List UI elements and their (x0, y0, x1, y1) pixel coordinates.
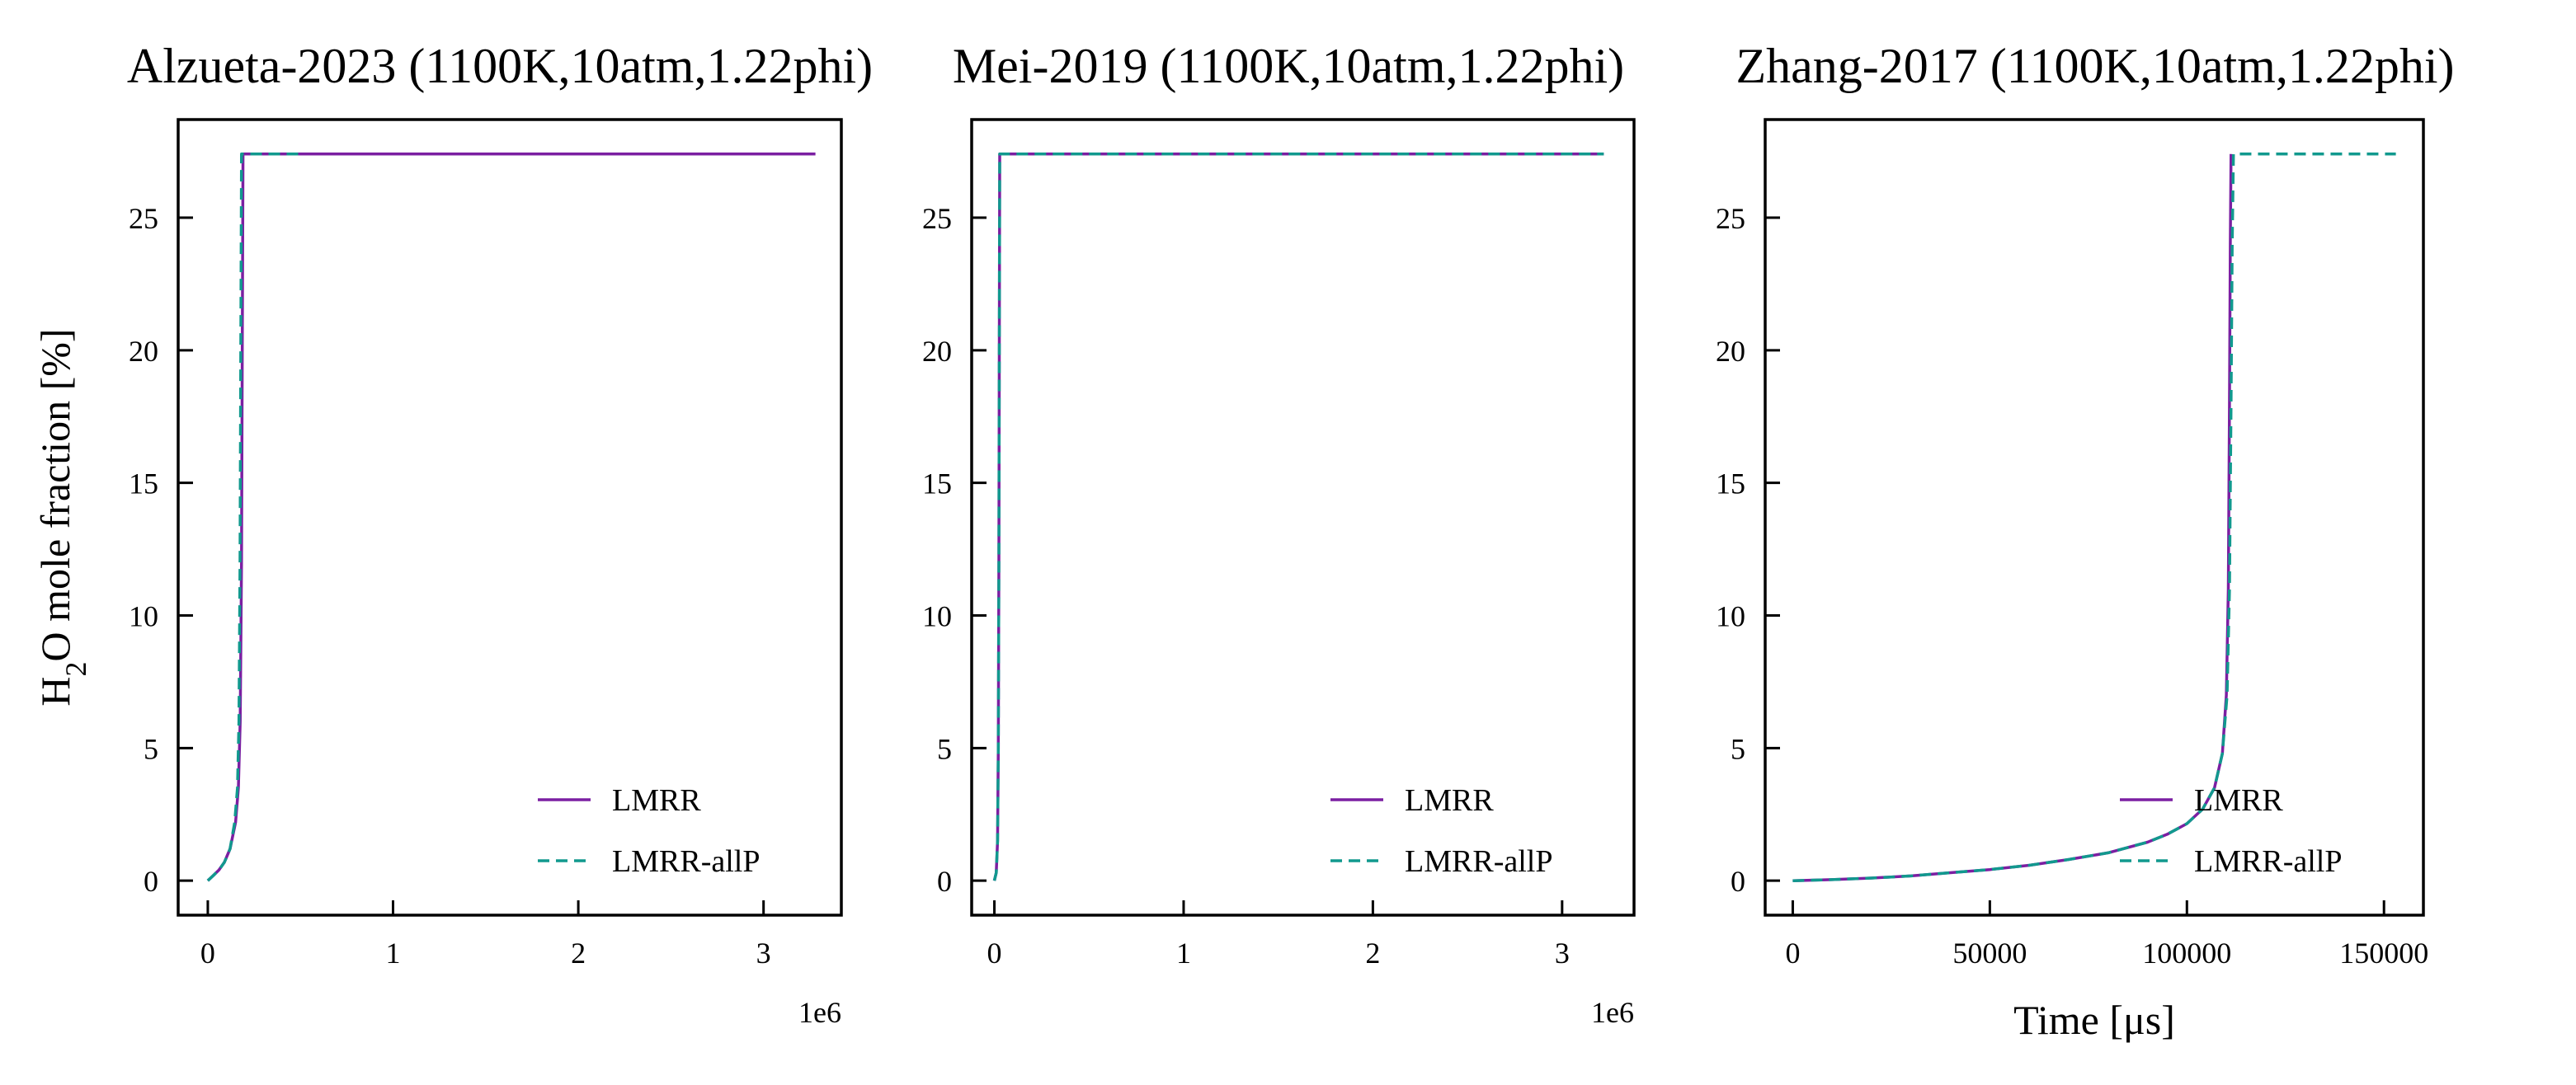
y-tick-label: 20 (1716, 335, 1745, 368)
x-offset-label: 1e6 (1591, 996, 1634, 1029)
x-tick-label: 100000 (2142, 937, 2231, 970)
x-tick-label: 150000 (2339, 937, 2428, 970)
x-tick-label: 3 (1555, 937, 1570, 970)
x-offset-label: 1e6 (798, 996, 841, 1029)
series-line-lmrr (1792, 153, 2233, 882)
y-tick-label: 0 (1731, 865, 1745, 898)
legend-label: LMRR (2194, 783, 2283, 818)
legend-label: LMRR (1405, 783, 1494, 818)
axes-frame (177, 118, 843, 917)
y-tick-label: 0 (937, 865, 952, 898)
chart-panel-1: 0 1 2 3 0 5 10 15 20 25 Alzueta-2023 (1100K,10atm,… (32, 39, 873, 1029)
x-tick-label: 1 (386, 937, 401, 970)
x-tick-label: 1 (1176, 937, 1191, 970)
y-tick-label: 5 (937, 732, 952, 765)
y-tick-label: 15 (922, 467, 952, 500)
series-line-lmrr-allp (992, 153, 1604, 881)
legend: LMRR LMRR-allP (2120, 783, 2342, 879)
y-tick-label: 5 (144, 732, 158, 765)
x-tick-label: 50000 (1952, 937, 2027, 970)
chart-title: Zhang-2017 (1100K,10atm,1.22phi) (1736, 39, 2455, 93)
x-tick-label: 0 (987, 937, 1002, 970)
legend-label: LMRR-allP (612, 844, 760, 879)
series-line-lmrr-allp (1792, 153, 2396, 882)
x-tick-label: 3 (756, 937, 771, 970)
chart-title: Alzueta-2023 (1100K,10atm,1.22phi) (127, 39, 873, 93)
axes-frame (1764, 118, 2425, 917)
legend-label: LMRR-allP (2194, 844, 2342, 879)
series-line-lmrr (992, 153, 1604, 881)
y-tick-label: 15 (1716, 467, 1745, 500)
legend-label: LMRR-allP (1405, 844, 1552, 879)
x-tick-label: 0 (200, 937, 215, 970)
y-tick-label: 10 (922, 600, 952, 633)
y-tick-label: 20 (922, 335, 952, 368)
x-tick-label: 0 (1785, 937, 1800, 970)
y-tick-label: 10 (129, 600, 158, 633)
y-tick-label: 25 (922, 202, 952, 235)
y-axis-label: H2O mole fraction [%] (32, 328, 92, 706)
y-tick-label: 10 (1716, 600, 1745, 633)
x-axis-label: Time [μs] (2013, 997, 2175, 1043)
series-line-lmrr (206, 153, 816, 882)
y-tick-label: 20 (129, 335, 158, 368)
y-tick-label: 5 (1731, 732, 1745, 765)
x-tick-label: 2 (571, 937, 586, 970)
legend: LMRR LMRR-allP (538, 783, 760, 879)
chart-panel-2: 0 1 2 3 0 5 10 15 20 25 Mei-2019 (1100K,10atm,1.22… (922, 39, 1636, 1029)
legend: LMRR LMRR-allP (1330, 783, 1552, 879)
x-tick-label: 2 (1365, 937, 1380, 970)
y-tick-label: 25 (1716, 202, 1745, 235)
y-tick-label: 25 (129, 202, 158, 235)
series-line-lmrr-allp (206, 153, 301, 882)
y-tick-label: 15 (129, 467, 158, 500)
legend-label: LMRR (612, 783, 701, 818)
axes-frame (970, 118, 1636, 917)
chart-title: Mei-2019 (1100K,10atm,1.22phi) (953, 39, 1624, 93)
y-tick-label: 0 (144, 865, 158, 898)
chart-panel-3: 0 50000 100000 150000 0 5 10 15 20 25 Zhang-2017 (… (1716, 39, 2454, 1043)
